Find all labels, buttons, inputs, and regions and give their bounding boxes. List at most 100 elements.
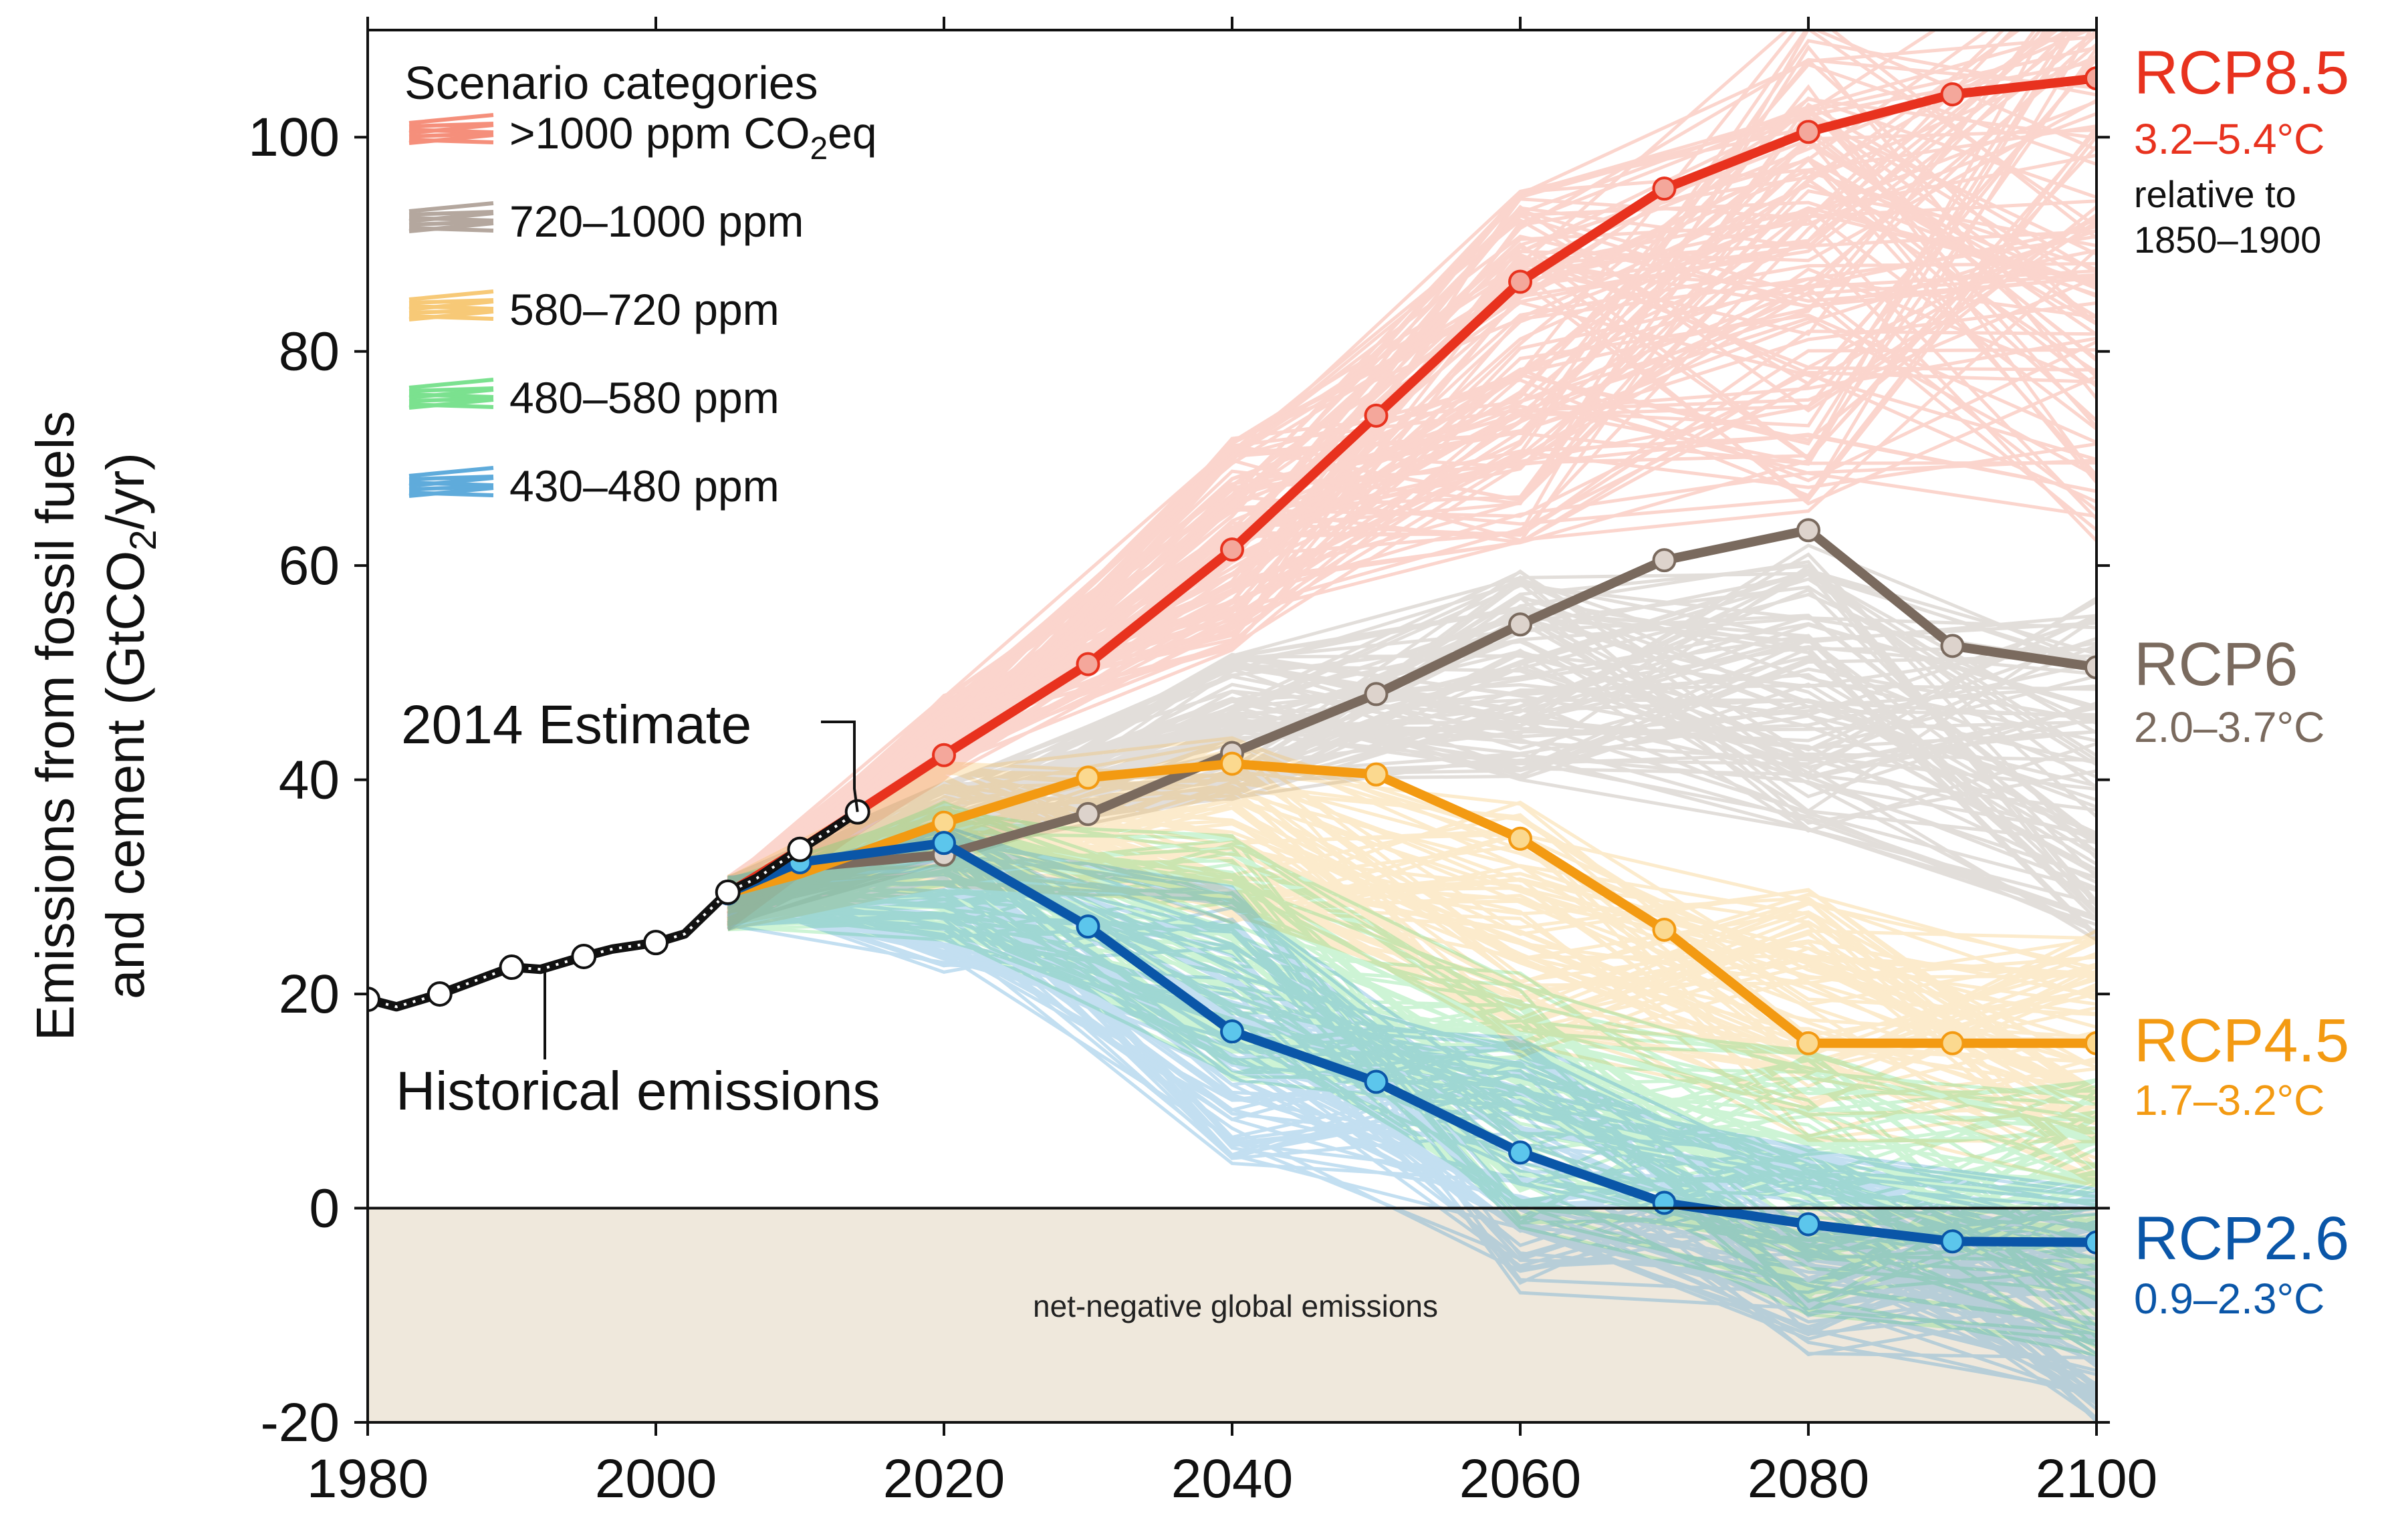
ensemble-path xyxy=(727,910,2097,1306)
ensemble-path xyxy=(727,902,2097,1212)
ensemble-path xyxy=(727,752,2097,1187)
ensemble-path xyxy=(727,98,2097,914)
ensemble-path xyxy=(727,856,2097,1225)
series-point xyxy=(932,831,956,856)
historical-point xyxy=(368,987,380,1013)
ensemble-path xyxy=(727,763,2097,1115)
ensemble-path xyxy=(727,851,2097,1400)
series-point xyxy=(1652,917,1677,942)
ensemble-path xyxy=(727,366,2097,918)
ensemble-path xyxy=(727,229,2097,888)
legend-swatch-stroke xyxy=(408,298,494,305)
ensemble-path xyxy=(727,879,2097,1242)
ensemble-path xyxy=(727,769,2097,1037)
ensemble-path xyxy=(727,142,2097,885)
ensemble-path xyxy=(727,888,2097,1248)
series-RCP85-group xyxy=(725,66,2097,898)
ensemble-path xyxy=(727,866,2097,1075)
ensemble-path xyxy=(727,245,2097,916)
ensemble-path xyxy=(727,30,2016,884)
historical-point xyxy=(499,954,525,981)
series-point xyxy=(1796,1031,1820,1055)
ensemble-path xyxy=(727,888,2097,1243)
rcp-label-RCP6: RCP6 xyxy=(2134,630,2298,698)
ensemble-path xyxy=(727,891,2097,1317)
legend-swatch-1 xyxy=(408,201,494,233)
ensemble-path xyxy=(727,110,2097,879)
ensemble-path xyxy=(727,924,2097,1180)
ensemble-path xyxy=(727,348,2097,898)
legend-label-1: 720–1000 ppm xyxy=(509,197,804,246)
rcp-note-line1: relative to xyxy=(2134,173,2296,215)
ensemble-path xyxy=(727,459,2097,884)
ensemble-path xyxy=(727,910,2097,1327)
ensemble-path xyxy=(727,872,2097,1110)
ensemble-path xyxy=(727,781,2097,1007)
ensemble-path xyxy=(727,205,2097,891)
ensemble-path xyxy=(727,214,2097,919)
ensemble-path xyxy=(727,330,2097,886)
legend-swatch-stroke xyxy=(408,211,494,223)
ensemble-path xyxy=(727,30,2056,882)
ensemble-path xyxy=(727,767,2097,1104)
ensemble-path xyxy=(727,30,2093,888)
series-point xyxy=(1796,518,1820,543)
historical-point xyxy=(427,981,453,1007)
ensemble-path xyxy=(727,856,2097,1259)
series-point xyxy=(1076,914,1100,939)
series-point xyxy=(1652,1190,1677,1215)
ensemble-path xyxy=(727,57,2097,898)
series-point xyxy=(2084,66,2097,91)
ensemble-path xyxy=(727,207,2097,915)
ensemble-path xyxy=(727,183,2097,883)
rcp-label-RCP85: RCP8.5 xyxy=(2134,39,2349,107)
ensemble-path xyxy=(727,765,2097,1045)
legend-label-2: 580–720 ppm xyxy=(509,285,780,334)
rcp-range-RCP26: 0.9–2.3°C xyxy=(2134,1275,2324,1323)
ensemble-path xyxy=(727,57,2097,922)
ensemble-path xyxy=(727,257,2097,914)
ensemble-path xyxy=(727,817,2097,1182)
ensemble-path xyxy=(727,869,2097,1329)
ensemble-path xyxy=(727,714,2097,888)
series-point xyxy=(1364,762,1389,787)
ensemble-path xyxy=(727,169,2097,895)
ensemble-path xyxy=(727,877,2097,1029)
ensemble-path xyxy=(727,892,2097,1420)
ensemble-path xyxy=(727,301,2097,881)
ensemble-path xyxy=(727,876,2097,1343)
ensemble-path xyxy=(727,225,2097,898)
series-point xyxy=(1076,652,1100,676)
ensemble-path xyxy=(727,888,2097,1230)
ensemble-path xyxy=(727,641,2097,906)
estimate-leader xyxy=(821,721,859,812)
ensemble-path xyxy=(727,199,2097,897)
ensemble-path xyxy=(727,801,2097,1349)
legend-label-4: 430–480 ppm xyxy=(509,461,780,511)
series-point xyxy=(1364,682,1389,707)
rcp-range-RCP85: 3.2–5.4°C xyxy=(2134,115,2324,163)
y-tick-label: 40 xyxy=(279,750,340,811)
series-RCP45-group xyxy=(726,751,2097,1055)
ensemble-path xyxy=(727,30,2037,928)
ensemble-path xyxy=(727,807,2097,1263)
ensemble-path xyxy=(727,584,2097,880)
historical-point xyxy=(715,879,741,905)
series-point xyxy=(1364,1069,1389,1094)
ensemble-lines-3 xyxy=(727,800,2097,1357)
ensemble-path xyxy=(727,880,2097,1387)
ensemble-path xyxy=(727,654,2097,908)
series-point xyxy=(1508,1140,1532,1165)
legend-label-3: 480–580 ppm xyxy=(509,373,780,422)
series-point xyxy=(1508,826,1532,851)
ensemble-path xyxy=(727,796,2097,1098)
series-point xyxy=(1796,1212,1820,1237)
ensemble-path xyxy=(727,909,2097,1204)
ensemble-path xyxy=(727,55,2097,882)
ensemble-path xyxy=(727,267,2097,910)
ensemble-path xyxy=(727,769,2097,1016)
ensemble-path xyxy=(727,886,2097,1228)
ensemble-path xyxy=(727,84,2097,926)
series-point xyxy=(1076,765,1100,790)
